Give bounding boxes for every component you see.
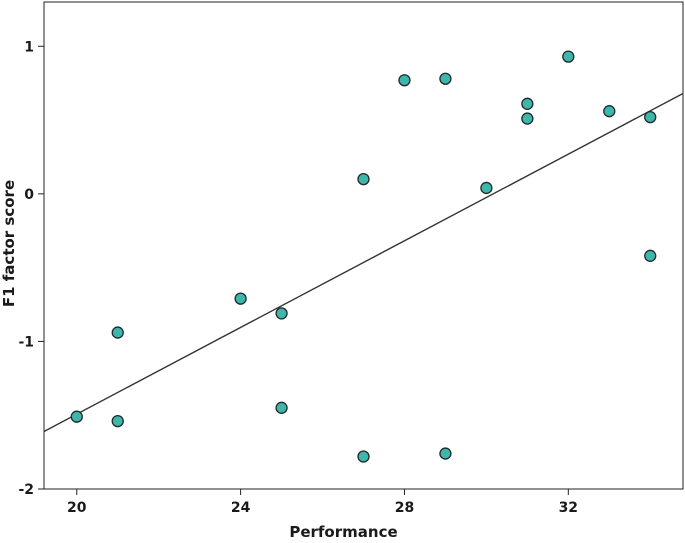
y-axis-title: F1 factor score [0,180,18,307]
x-axis-ticks: 20 24 28 32 [67,489,578,516]
regression-line [43,92,684,433]
x-tick-label: 28 [395,500,414,516]
plot-area [43,1,684,490]
data-point [562,50,575,63]
data-point [480,181,493,195]
data-point [521,97,534,110]
data-point [234,292,247,305]
data-point [275,401,288,414]
data-point [275,307,288,320]
data-point [70,410,83,423]
data-point [398,74,411,87]
x-tick-label: 20 [67,500,87,516]
y-tick-label: 1 [24,39,34,55]
data-point [111,414,124,428]
data-point [111,326,124,339]
data-point [521,112,534,125]
y-tick-label: 0 [24,187,34,203]
y-tick-label: -2 [18,482,34,498]
data-point [439,447,452,460]
data-point [603,105,616,118]
x-tick-label: 24 [231,500,251,516]
data-points [70,50,657,463]
data-point [357,172,370,186]
data-point [644,249,657,262]
x-tick-label: 32 [559,500,578,516]
x-axis-title: Performance [289,523,397,541]
data-point [439,72,452,85]
y-tick-label: -1 [18,334,34,350]
y-axis-ticks: 1 0 -1 -2 [18,39,44,498]
data-point [357,450,370,463]
data-point [644,110,657,124]
